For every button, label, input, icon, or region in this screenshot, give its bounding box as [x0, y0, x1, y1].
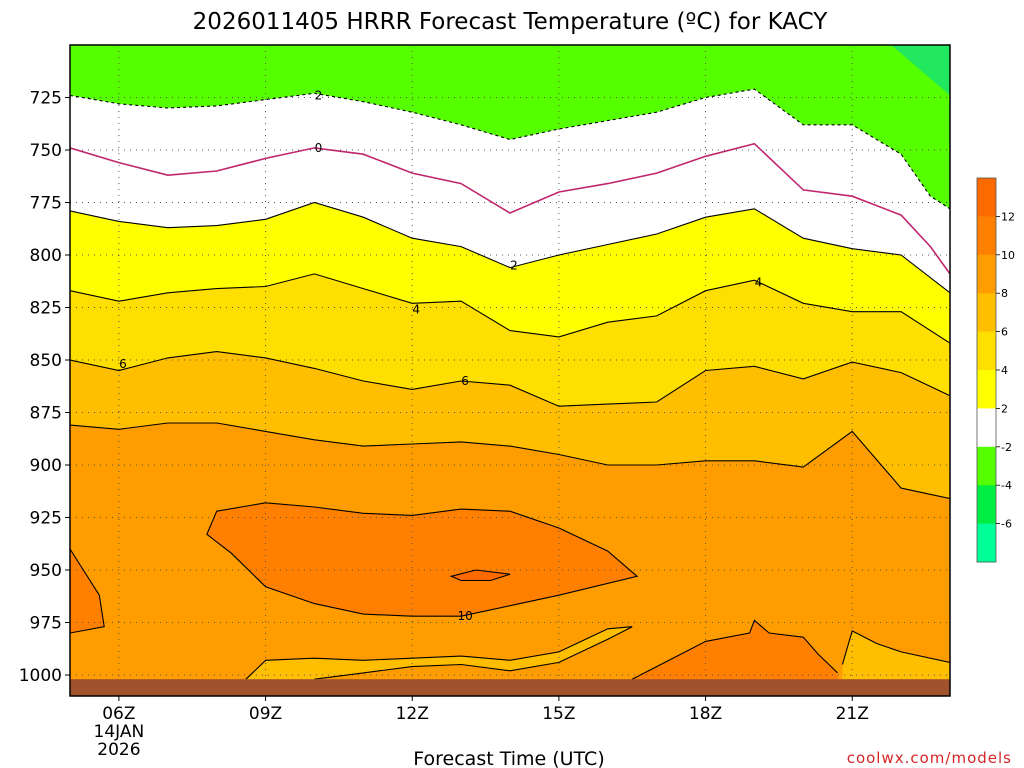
x-tick-label-06Z: 06Z — [102, 704, 135, 724]
colorbar-swatch-10 — [977, 216, 996, 256]
contour-closed-10-1 — [70, 547, 105, 634]
contour-line-2 — [70, 201, 950, 294]
band-closed-1 — [70, 549, 105, 633]
contour-line-8 — [70, 422, 950, 500]
credit-text: coolwx.com/models — [847, 749, 1012, 767]
x-tick-label-12Z: 12Z — [396, 704, 429, 724]
contour-line-6 — [70, 351, 950, 407]
contour-closed-10-0 — [206, 502, 639, 617]
band-above--2 — [70, 45, 950, 209]
x-tick-year: 2026 — [97, 740, 140, 760]
contour-label-2-top: 2 — [315, 88, 323, 102]
x-tick-date: 14JAN — [94, 722, 145, 742]
colorbar-label--6: -6 — [1001, 518, 1012, 531]
colorbar-label-12: 12 — [1001, 210, 1015, 223]
colorbar-swatch--4 — [977, 446, 996, 486]
plot-frame — [69, 44, 951, 697]
colorbar-label-2: 2 — [1001, 402, 1008, 415]
band-open-1 — [632, 620, 838, 696]
colorbar-label-6: 6 — [1001, 326, 1008, 339]
x-tick-label-18Z: 18Z — [689, 704, 722, 724]
colorbar-label-4: 4 — [1001, 364, 1008, 377]
colorbar-swatch-8 — [977, 254, 996, 294]
y-tick-label-925: 925 — [30, 509, 62, 529]
y-tick-label-725: 725 — [30, 89, 62, 109]
contour-label-2: 2 — [510, 259, 518, 273]
contour-open-10-1 — [631, 619, 838, 680]
temperature-fill-bands — [70, 45, 950, 696]
contour-label-6: 6 — [461, 374, 469, 388]
x-tick-label-15Z: 15Z — [542, 704, 575, 724]
colorbar-label-8: 8 — [1001, 287, 1008, 300]
colorbar-label--2: -2 — [1001, 441, 1012, 454]
contour-line-4 — [70, 273, 950, 344]
colorbar-label-10: 10 — [1001, 249, 1015, 262]
contour-lines — [70, 88, 950, 680]
colorbar-swatch--2 — [977, 408, 996, 448]
chart-title: 2026011405 HRRR Forecast Temperature (ºC… — [193, 9, 829, 35]
contour-label-6-left: 6 — [119, 357, 127, 371]
colorbar-swatch--6 — [977, 485, 996, 525]
colorbar-swatch-12 — [977, 178, 996, 217]
contour-label-4-mid: 4 — [412, 303, 420, 317]
y-tick-label-900: 900 — [30, 456, 62, 476]
contour-line-0 — [70, 142, 950, 275]
y-tick-label-800: 800 — [30, 246, 62, 266]
y-tick-label-850: 850 — [30, 351, 62, 371]
contour-line--2 — [70, 88, 950, 210]
colorbar-swatch--8 — [977, 523, 996, 563]
plot-area — [70, 45, 950, 696]
y-tick-label-1000: 1000 — [19, 666, 62, 686]
contour-open-8-0 — [245, 626, 633, 680]
contour-labels: 0 2 4 6 10 6 4 2 — [119, 88, 762, 623]
band-minus4-patch — [470, 45, 559, 71]
colorbar-swatch-6 — [977, 293, 996, 333]
y-tick-label-750: 750 — [30, 141, 62, 161]
colorbar-label--4: -4 — [1001, 479, 1012, 492]
contour-label-0: 0 — [315, 141, 323, 155]
y-tick-label-875: 875 — [30, 404, 62, 424]
colorbar-swatch-4 — [977, 331, 996, 371]
x-tick-label-21Z: 21Z — [836, 704, 869, 724]
contour-closed-12-2 — [449, 569, 511, 582]
x-axis-label: Forecast Time (UTC) — [413, 748, 604, 768]
pressure-axis: 725 750 775 800 825 850 875 900 925 950 975 1000 — [19, 89, 70, 686]
contour-label-10-0: 10 — [457, 609, 472, 623]
colorbar-swatch-2 — [977, 370, 996, 409]
y-tick-label-825: 825 — [30, 299, 62, 319]
x-tick-label-09Z: 09Z — [249, 704, 282, 724]
ground-surface — [70, 679, 950, 696]
grid-lines — [70, 45, 950, 696]
y-tick-label-950: 950 — [30, 561, 62, 581]
y-tick-label-775: 775 — [30, 194, 62, 214]
y-tick-label-975: 975 — [30, 614, 62, 634]
contour-open-8-2 — [841, 630, 950, 665]
band-minus4-corner — [891, 45, 950, 96]
colorbar: 12 10 8 6 4 2 -2 -4 -6 — [976, 177, 1015, 563]
band-above-0 — [70, 45, 950, 274]
contour-label-4: 4 — [755, 275, 763, 289]
band-open-0 — [246, 626, 633, 696]
band-closed-0 — [206, 502, 638, 617]
